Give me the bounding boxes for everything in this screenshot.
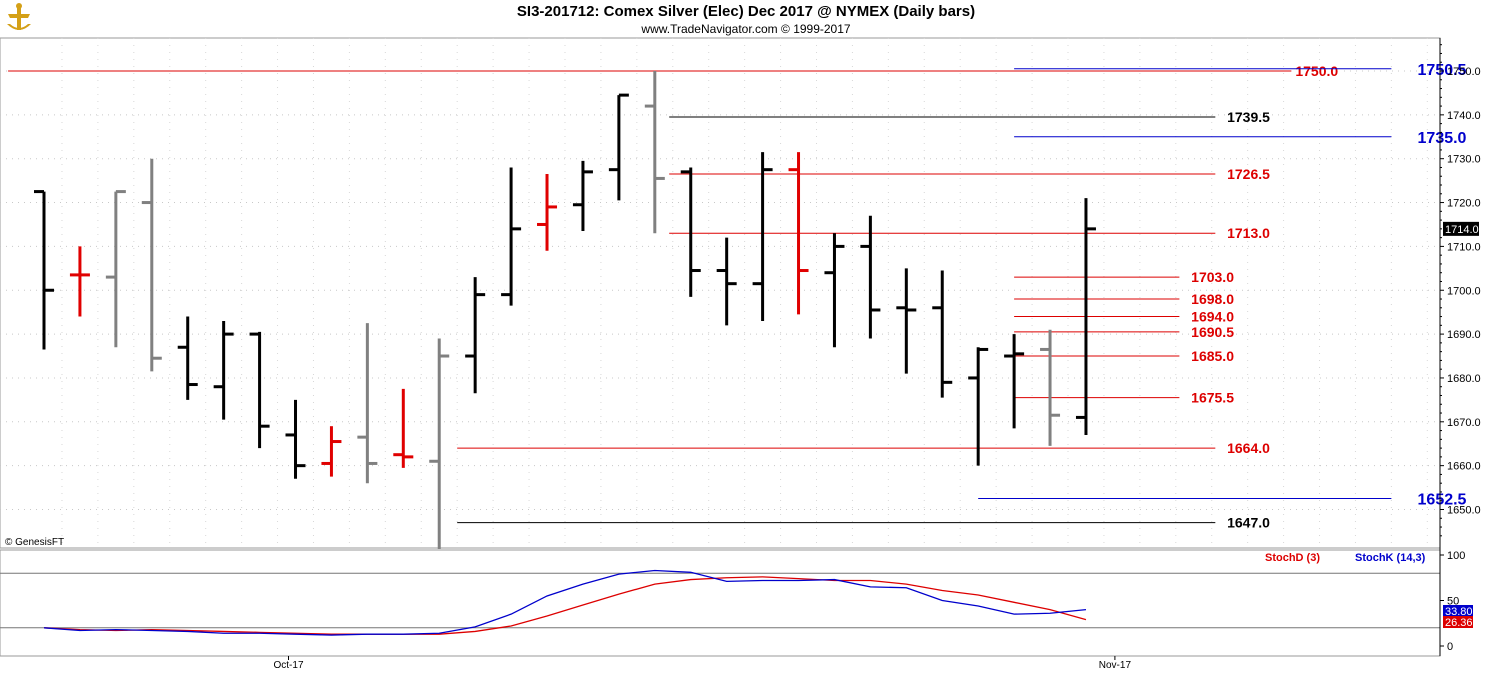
- chart-subtitle: www.TradeNavigator.com © 1999-2017: [641, 22, 851, 36]
- level-label-1647.0: 1647.0: [1227, 515, 1270, 531]
- ohlc-bar: [896, 268, 917, 374]
- y-tick-label: 1720.0: [1447, 198, 1481, 210]
- last-price-label: 1714.0: [1445, 224, 1479, 236]
- ohlc-bar: [285, 399, 306, 479]
- ohlc-bar: [1075, 198, 1096, 435]
- header-band: [0, 0, 1492, 38]
- stoch-last-label: 26.36: [1445, 617, 1473, 629]
- ohlc-bar: [177, 316, 198, 400]
- y-tick-label: 1670.0: [1447, 417, 1481, 429]
- ohlc-bar: [429, 338, 450, 549]
- stoch-last-label: 33.80: [1445, 606, 1473, 618]
- y-tick-label: 1660.0: [1447, 461, 1481, 473]
- level-label-1735.0: 1735.0: [1418, 130, 1467, 147]
- x-tick-label: Nov-17: [1099, 660, 1132, 671]
- ohlc-bar: [572, 160, 593, 232]
- stoch-legend: StochD (3) StochK (14,3): [1265, 552, 1426, 564]
- y-tick-label: 1730.0: [1447, 154, 1481, 166]
- stoch-y-tick-label: 100: [1447, 550, 1465, 562]
- trade-navigator-logo: [7, 3, 31, 30]
- y-tick-label: 1710.0: [1447, 241, 1481, 253]
- ohlc-bar: [824, 233, 845, 348]
- ohlc-bar: [357, 323, 378, 484]
- price-y-axis: 1650.0 1660.0 1670.0 1680.0 1690.0 1700.0 1710…: [1439, 38, 1481, 656]
- ohlc-bar: [644, 71, 665, 234]
- level-label-1698.0: 1698.0: [1191, 291, 1234, 307]
- level-label-1739.5: 1739.5: [1227, 109, 1270, 125]
- ohlc-bar: [716, 237, 737, 326]
- stoch-lines: [43, 569, 1087, 636]
- ohlc-bar: [752, 152, 773, 321]
- level-label-1675.5: 1675.5: [1191, 390, 1234, 406]
- ohlc-bar: [321, 426, 342, 477]
- stoch-y-tick-label: 0: [1447, 641, 1453, 653]
- price-grid: [0, 38, 1440, 548]
- date-x-axis: Oct-17 Nov-17: [274, 656, 1132, 671]
- stoch-last-box: [1443, 605, 1473, 617]
- price-levels: 1750.0 1750.5 1739.5 1735.0 1726.5 1713.0 1703…: [8, 62, 1467, 531]
- level-label-1652.5: 1652.5: [1418, 492, 1467, 509]
- ohlc-bar: [608, 93, 629, 201]
- ohlc-bar: [141, 158, 162, 372]
- price-bars: [34, 71, 1096, 549]
- ohlc-bar: [393, 388, 414, 468]
- ohlc-bar: [213, 320, 234, 420]
- stoch-line-StochK (14,3): [43, 569, 1087, 636]
- ohlc-bar: [1004, 334, 1025, 429]
- level-label-bg: [1291, 64, 1340, 78]
- legend-StochD (3): StochD (3): [1265, 552, 1320, 564]
- y-tick-label: 1740.0: [1447, 110, 1481, 122]
- ohlc-bar: [105, 190, 126, 348]
- ohlc-bar: [537, 174, 558, 251]
- level-label-1690.5: 1690.5: [1191, 324, 1234, 340]
- ohlc-bar: [465, 277, 486, 394]
- level-label-1664.0: 1664.0: [1227, 440, 1270, 456]
- level-label-1726.5: 1726.5: [1227, 166, 1270, 182]
- chart-title: SI3-201712: Comex Silver (Elec) Dec 2017…: [516, 3, 976, 20]
- ohlc-bar: [69, 246, 90, 317]
- panel-frames: [0, 0, 1492, 657]
- y-tick-label: 1690.0: [1447, 329, 1481, 341]
- level-label-1750.5: 1750.5: [1418, 62, 1467, 79]
- x-tick-label: Oct-17: [274, 660, 304, 671]
- ohlc-bar: [788, 152, 809, 315]
- y-tick-label: 1750.0: [1447, 66, 1481, 78]
- level-label-1694.0: 1694.0: [1191, 309, 1234, 325]
- y-tick-label: 1700.0: [1447, 285, 1481, 297]
- ohlc-bar: [34, 190, 54, 350]
- ohlc-bar: [1040, 329, 1061, 446]
- y-tick-label: 1680.0: [1447, 373, 1481, 385]
- ohlc-bar: [501, 167, 522, 306]
- stoch-grid: [0, 572, 1440, 629]
- ohlc-bar: [968, 347, 989, 466]
- stoch-panel-frame: [0, 549, 1441, 657]
- ohlc-bar: [680, 167, 701, 297]
- last-price-box: [1443, 221, 1479, 236]
- ohlc-bar: [932, 270, 953, 398]
- y-tick-label: 1650.0: [1447, 505, 1481, 517]
- ohlc-bar: [249, 331, 270, 449]
- stoch-y-tick-label: 50: [1447, 596, 1459, 608]
- level-label-1703.0: 1703.0: [1191, 269, 1234, 285]
- copyright-label: © GenesisFT: [5, 537, 65, 548]
- stoch-last-box: [1443, 616, 1473, 628]
- legend-StochK (14,3): StochK (14,3): [1355, 552, 1426, 564]
- level-label-1713.0: 1713.0: [1227, 225, 1270, 241]
- level-label-1685.0: 1685.0: [1191, 348, 1234, 364]
- level-label-1750.0: 1750.0: [1295, 63, 1338, 79]
- stoch-line-StochD (3): [43, 576, 1087, 635]
- ohlc-bar: [860, 215, 881, 339]
